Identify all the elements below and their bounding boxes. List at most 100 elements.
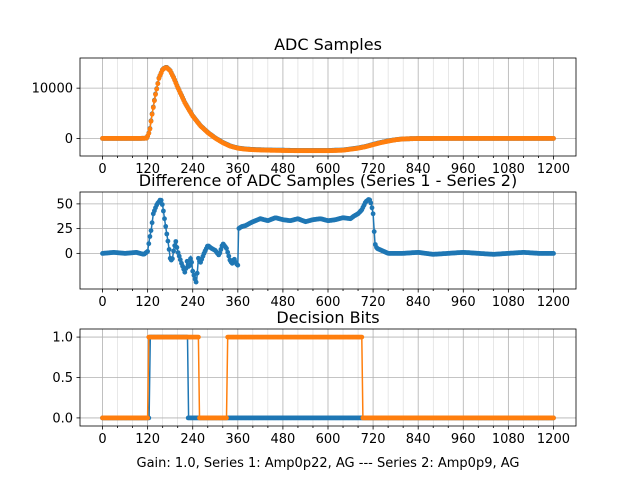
x-tick-label: 1080 <box>492 162 525 177</box>
data-point <box>153 92 158 97</box>
data-point <box>147 234 153 239</box>
data-point <box>551 136 556 141</box>
difference-title: Difference of ADC Samples (Series 1 - Se… <box>139 171 517 190</box>
x-tick-label: 720 <box>361 162 386 177</box>
x-tick-label: 240 <box>180 162 205 177</box>
data-point <box>235 262 241 268</box>
data-point <box>217 250 223 256</box>
x-tick-label: 1080 <box>492 432 525 447</box>
x-tick-label: 1200 <box>537 295 570 310</box>
data-point <box>359 334 365 340</box>
x-tick-label: 360 <box>225 295 250 310</box>
y-tick-label: 0 <box>65 132 73 147</box>
data-point <box>370 211 376 217</box>
x-tick-label: 480 <box>270 162 295 177</box>
data-point <box>368 200 374 206</box>
x-tick-label: 0 <box>98 295 106 310</box>
x-tick-label: 240 <box>180 432 205 447</box>
data-point <box>146 241 152 247</box>
x-tick-label: 960 <box>451 432 476 447</box>
data-point <box>164 231 170 237</box>
data-point <box>226 253 232 259</box>
data-point <box>162 216 167 222</box>
data-point <box>161 208 166 214</box>
x-tick-label: 1080 <box>492 295 525 310</box>
decision-series2-markers <box>100 334 556 421</box>
footer-label: Gain: 1.0, Series 1: Amp0p22, AG --- Ser… <box>137 456 520 471</box>
x-tick-label: 120 <box>135 295 160 310</box>
data-point <box>182 269 188 275</box>
data-point <box>176 253 182 259</box>
data-point <box>149 111 155 117</box>
x-tick-label: 600 <box>316 162 341 177</box>
x-tick-label: 960 <box>451 162 476 177</box>
data-point <box>166 247 172 252</box>
x-tick-label: 960 <box>451 295 476 310</box>
data-point <box>224 415 229 421</box>
data-point <box>551 415 556 421</box>
data-point <box>371 229 377 235</box>
y-tick-label: 50 <box>56 197 73 212</box>
data-point <box>149 220 155 226</box>
data-point <box>190 268 196 274</box>
data-point <box>193 279 199 285</box>
decision-bits-title: Decision Bits <box>276 308 379 327</box>
adc-samples-panel: ADC Samples 0 10000 0 120 240 360 480 600 720 840… <box>32 35 577 177</box>
x-tick-label: 720 <box>361 432 386 447</box>
data-point <box>551 251 556 256</box>
data-point <box>146 130 152 136</box>
x-tick-label: 0 <box>98 162 106 177</box>
data-point <box>148 118 154 124</box>
data-point <box>159 202 165 207</box>
data-point <box>186 263 192 269</box>
x-tick-label: 840 <box>406 295 431 310</box>
data-point <box>152 98 157 104</box>
x-tick-label: 1200 <box>537 432 570 447</box>
x-tick-label: 120 <box>135 162 160 177</box>
data-point <box>194 270 200 276</box>
x-tick-label: 480 <box>270 295 295 310</box>
data-point <box>148 228 154 234</box>
data-point <box>147 126 153 132</box>
x-tick-label: 1200 <box>537 162 570 177</box>
data-point <box>224 246 229 251</box>
data-point <box>225 249 231 255</box>
data-point <box>218 247 224 252</box>
data-point <box>150 105 156 110</box>
x-tick-label: 840 <box>406 162 431 177</box>
y-tick-label: 0.5 <box>52 371 73 386</box>
data-point <box>188 256 193 262</box>
data-point <box>163 224 169 229</box>
y-tick-label: 1.0 <box>52 331 73 346</box>
data-point <box>158 197 164 203</box>
x-tick-label: 360 <box>225 162 250 177</box>
x-tick-label: 600 <box>316 295 341 310</box>
data-point <box>189 259 195 265</box>
data-point <box>196 334 201 340</box>
data-point <box>173 239 179 244</box>
data-point <box>165 238 171 244</box>
difference-panel: Difference of ADC Samples (Series 1 - Se… <box>56 171 577 310</box>
data-point <box>184 258 190 264</box>
data-point <box>369 205 375 211</box>
adc-samples-title: ADC Samples <box>274 35 382 54</box>
x-tick-label: 0 <box>98 432 106 447</box>
x-tick-label: 120 <box>135 432 160 447</box>
data-point <box>145 415 151 421</box>
data-point <box>155 81 161 87</box>
x-tick-label: 600 <box>316 432 341 447</box>
data-point <box>174 245 180 250</box>
difference-series-markers <box>100 197 556 285</box>
y-tick-label: 0.0 <box>52 411 73 426</box>
data-point <box>170 256 175 262</box>
x-tick-label: 840 <box>406 432 431 447</box>
data-point <box>171 248 177 254</box>
x-tick-label: 720 <box>361 295 386 310</box>
x-tick-label: 360 <box>225 432 250 447</box>
decision-bits-panel: Decision Bits 0.0 0.5 1.0 0 120 240 360 480 600 7… <box>52 308 577 447</box>
x-tick-label: 480 <box>270 432 295 447</box>
adc-series2-markers <box>100 65 556 154</box>
x-tick-label: 240 <box>180 295 205 310</box>
y-tick-label: 10000 <box>32 82 73 97</box>
